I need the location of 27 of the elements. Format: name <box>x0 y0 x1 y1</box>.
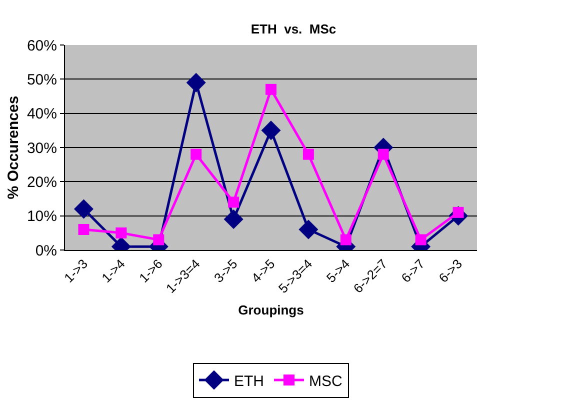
x-axis-title: Groupings <box>238 302 304 318</box>
point <box>228 196 240 208</box>
y-tick-label: 30% <box>26 140 57 157</box>
point <box>153 234 164 246</box>
point <box>190 148 202 160</box>
point <box>224 210 244 229</box>
y-tick-label: 10% <box>26 208 57 226</box>
legend-label: ETH <box>234 372 264 390</box>
point <box>116 227 127 238</box>
y-tick-label: 60% <box>26 37 57 54</box>
point <box>266 84 276 95</box>
y-tick-label: 40% <box>26 106 57 123</box>
chart-title: ETH vs. MSc <box>250 22 336 37</box>
y-axis-title: % Occurences <box>5 96 22 200</box>
point <box>186 72 206 92</box>
point <box>378 148 389 160</box>
point <box>298 220 318 240</box>
point <box>74 199 94 219</box>
legend-label: MSC <box>309 372 342 390</box>
y-tick-label: 20% <box>26 174 57 191</box>
point <box>78 224 90 235</box>
point <box>261 120 281 140</box>
y-tick-label: 0% <box>35 242 57 260</box>
y-tick-label: 50% <box>26 71 57 88</box>
point <box>340 234 352 246</box>
point <box>415 234 426 246</box>
point <box>302 148 314 160</box>
